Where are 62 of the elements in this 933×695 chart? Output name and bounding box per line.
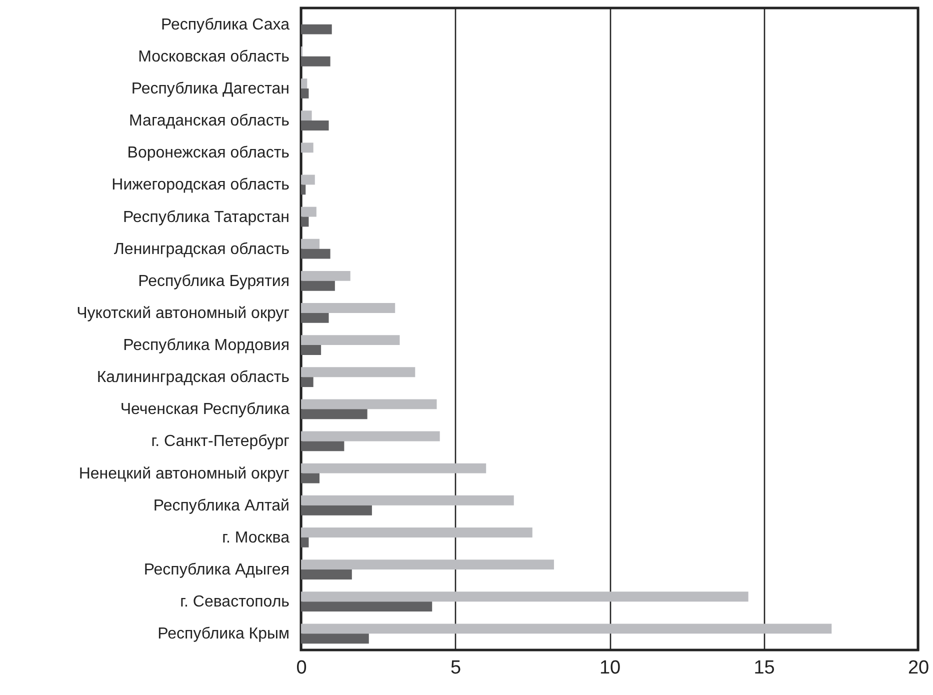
x-tick-label: 0 <box>296 658 307 678</box>
bar <box>301 624 832 634</box>
y-tick-label: г. Санкт-Петербург <box>151 433 290 450</box>
y-tick-label: Республика Мордовия <box>123 337 290 354</box>
bar <box>301 312 329 323</box>
bar <box>301 184 306 195</box>
bar <box>301 56 330 66</box>
y-tick-label: Калининградская область <box>96 369 290 386</box>
bar <box>301 335 400 346</box>
bar <box>301 78 308 88</box>
y-tick-label: Чукотский автономный округ <box>76 304 290 322</box>
bar <box>301 142 314 153</box>
bar <box>301 399 437 410</box>
bar <box>301 110 312 121</box>
bar <box>301 473 320 484</box>
bar <box>301 238 320 249</box>
bar <box>301 216 309 227</box>
bar <box>301 280 335 291</box>
bar <box>301 409 368 420</box>
bar <box>301 505 372 516</box>
bar <box>301 495 514 506</box>
bar <box>301 377 314 388</box>
y-tick-label: г. Москва <box>222 529 290 546</box>
y-tick-label: Нижегородская область <box>112 176 290 194</box>
x-tick-label: 5 <box>450 658 462 678</box>
y-tick-label: г. Севастополь <box>180 594 290 611</box>
bar <box>301 88 309 98</box>
bar <box>301 120 329 130</box>
y-tick-label: Московская область <box>138 48 290 66</box>
y-tick-label: Республика Адыгея <box>144 562 290 579</box>
bar <box>301 206 316 217</box>
x-tick-label: 10 <box>599 658 621 678</box>
y-tick-label: Ленинградская область <box>114 240 290 258</box>
y-tick-label: Республика Алтай <box>153 497 290 514</box>
y-tick-label: Республика Дагестан <box>131 80 290 98</box>
bar <box>301 345 322 355</box>
bar <box>301 431 440 442</box>
bar <box>301 248 330 259</box>
y-tick-label: Чеченская Республика <box>120 401 290 418</box>
x-tick-label: 20 <box>908 658 930 678</box>
bar <box>301 528 532 538</box>
bar <box>301 367 416 378</box>
y-tick-label: Республика Татарстан <box>122 208 290 226</box>
bar <box>301 560 554 570</box>
bar <box>301 303 396 313</box>
bar <box>301 441 344 452</box>
y-tick-label: Республика Крым <box>158 626 290 643</box>
bar <box>301 537 309 548</box>
y-tick-label: Республика Бурятия <box>138 272 290 290</box>
bar <box>301 174 315 185</box>
bar <box>301 570 352 580</box>
y-tick-label: Магаданская область <box>129 112 290 130</box>
bar <box>301 602 432 612</box>
bar <box>301 634 369 644</box>
y-tick-label: Воронежская область <box>127 144 290 162</box>
bar <box>301 592 748 602</box>
x-tick-label: 15 <box>754 658 775 678</box>
y-tick-label: Республика Саха <box>161 16 290 34</box>
y-tick-label: Ненецкий автономный округ <box>78 465 290 482</box>
bar <box>301 270 350 281</box>
bar <box>301 463 486 474</box>
bar <box>301 24 332 34</box>
